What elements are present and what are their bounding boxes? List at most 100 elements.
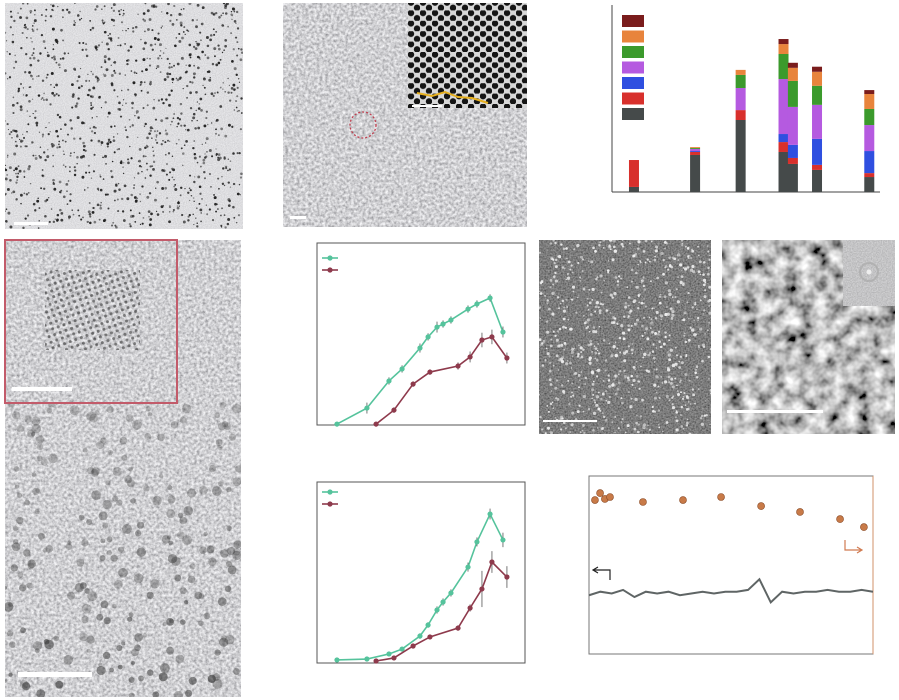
particle	[701, 359, 704, 363]
particle	[75, 102, 79, 105]
particle	[44, 19, 47, 22]
particle	[96, 78, 100, 82]
particle	[213, 196, 217, 200]
particle	[658, 397, 661, 399]
particle	[173, 179, 175, 181]
particle	[184, 33, 186, 36]
particle	[58, 115, 62, 119]
particle	[33, 19, 37, 23]
particle	[19, 584, 27, 592]
particle	[21, 3, 25, 5]
particle	[622, 351, 627, 355]
particle	[93, 153, 96, 156]
particle	[48, 122, 50, 124]
particle	[620, 421, 623, 424]
particle	[26, 130, 28, 133]
bar-segment	[787, 67, 798, 81]
marker	[836, 515, 844, 523]
particle	[166, 617, 174, 626]
particle	[121, 523, 132, 534]
particle	[46, 155, 50, 159]
particle	[32, 488, 40, 496]
particle	[582, 287, 586, 291]
particle	[197, 107, 201, 110]
particle	[166, 75, 170, 79]
particle	[115, 183, 118, 186]
particle	[12, 111, 15, 115]
particle	[640, 301, 644, 305]
particle	[643, 288, 647, 292]
particle	[171, 22, 175, 26]
legend-swatch	[622, 108, 644, 120]
particle	[14, 60, 18, 64]
bar-segment	[812, 66, 823, 72]
particle	[587, 407, 591, 411]
particle	[704, 332, 706, 335]
particle	[107, 57, 111, 61]
particle	[636, 430, 640, 434]
particle	[117, 44, 119, 47]
particle	[582, 314, 585, 317]
particle	[15, 198, 18, 201]
particle	[53, 86, 56, 89]
particle	[8, 53, 11, 56]
particle	[87, 164, 90, 167]
particle	[635, 318, 639, 322]
particle	[16, 175, 19, 179]
particle	[85, 79, 88, 82]
particle	[546, 330, 550, 334]
particle	[33, 9, 36, 12]
particle	[216, 203, 218, 206]
marker	[391, 655, 397, 661]
particle	[196, 19, 198, 21]
particle	[624, 305, 627, 309]
particle	[160, 119, 164, 123]
particle	[137, 13, 139, 16]
particle	[87, 210, 91, 214]
particle	[130, 193, 133, 197]
particle	[205, 137, 209, 141]
particle	[102, 522, 109, 529]
particle	[168, 540, 174, 546]
particle	[169, 13, 173, 17]
particle	[662, 272, 665, 276]
particle	[634, 387, 637, 389]
particle	[83, 189, 86, 191]
particle	[106, 193, 109, 196]
particle	[651, 330, 654, 334]
particle	[158, 672, 168, 682]
particle	[598, 309, 602, 313]
particle	[161, 535, 171, 544]
particle	[186, 128, 190, 132]
particle	[128, 466, 134, 472]
particle	[227, 123, 231, 127]
particle	[79, 582, 87, 590]
particle	[29, 57, 32, 60]
particle	[623, 359, 627, 363]
particle	[187, 488, 197, 498]
particle	[231, 125, 234, 128]
particle	[99, 174, 101, 176]
particle	[201, 198, 203, 200]
particle	[664, 312, 668, 317]
particle	[144, 3, 147, 5]
particle	[127, 88, 130, 91]
particle	[44, 15, 48, 18]
particle	[69, 166, 71, 168]
particle	[5, 602, 14, 612]
particle	[607, 379, 611, 382]
particle	[151, 48, 154, 51]
particle	[205, 204, 207, 206]
particle	[71, 83, 74, 87]
particle	[588, 288, 590, 291]
particle	[158, 132, 162, 135]
particle	[129, 209, 132, 212]
particle	[191, 81, 194, 84]
particle	[229, 160, 232, 162]
particle	[644, 261, 647, 264]
particle	[601, 392, 605, 396]
particle	[594, 249, 597, 253]
particle	[46, 73, 49, 76]
bar-segment	[864, 94, 875, 109]
particle	[170, 421, 179, 429]
